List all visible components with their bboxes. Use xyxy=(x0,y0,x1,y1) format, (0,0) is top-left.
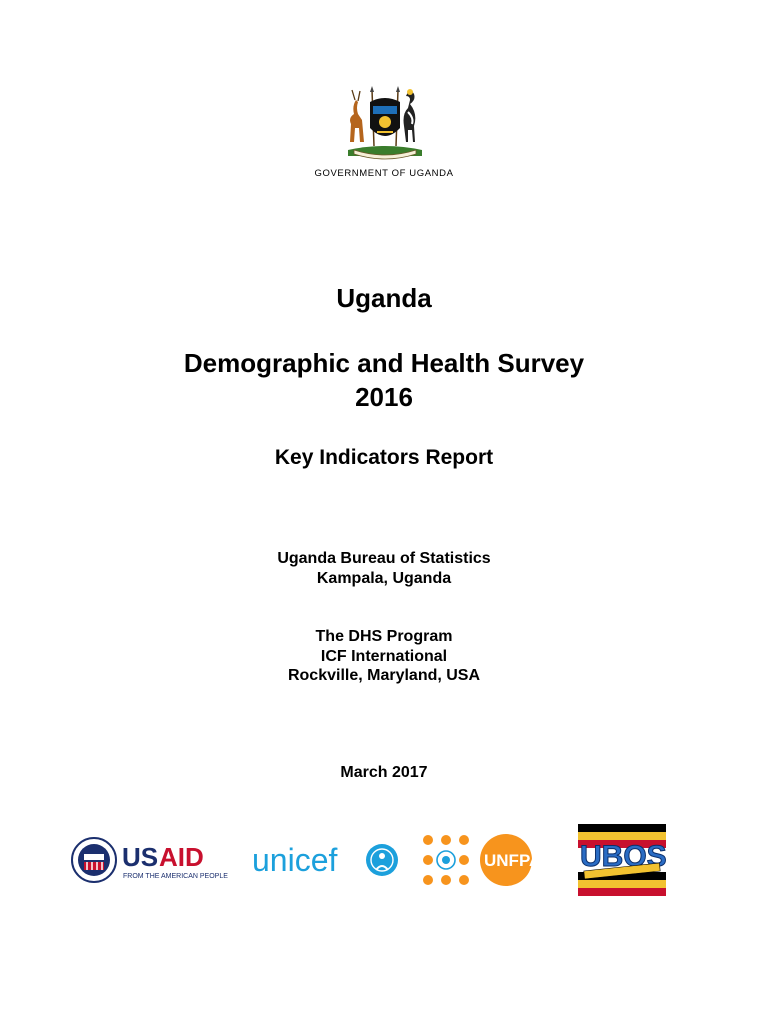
report-subtitle: Key Indicators Report xyxy=(274,446,494,469)
svg-text:US: US xyxy=(122,842,158,872)
publisher-ubos-block: Uganda Bureau of Statistics Kampala, Uga… xyxy=(0,549,768,588)
publication-date: March 2017 xyxy=(340,764,428,781)
svg-text:FROM THE AMERICAN PEOPLE: FROM THE AMERICAN PEOPLE xyxy=(123,873,228,880)
publisher-line: Uganda Bureau of Statistics xyxy=(277,550,491,567)
report-title-line-1: Demographic and Health Survey xyxy=(183,348,585,378)
unfpa-logo: UNFPA xyxy=(423,834,540,886)
report-title-year: 2016 xyxy=(355,382,413,412)
publisher-line: ICF International xyxy=(320,647,448,665)
svg-text:unicef: unicef xyxy=(252,842,338,878)
publisher-dhs-block: The DHS Program ICF International Rockvi… xyxy=(0,627,768,686)
ubos-logo: UBOS xyxy=(578,824,667,896)
usaid-logo: US AID FROM THE AMERICAN PEOPLE xyxy=(71,837,228,883)
publisher-line: Kampala, Uganda xyxy=(316,569,452,587)
svg-text:UNFPA: UNFPA xyxy=(484,851,540,870)
unicef-logo: unicef xyxy=(252,842,398,878)
publisher-line: The DHS Program xyxy=(315,628,453,645)
partner-logos: US AID FROM THE AMERICAN PEOPLE unicef U… xyxy=(0,820,768,900)
publisher-line: Rockville, Maryland, USA xyxy=(287,667,481,684)
government-label: GOVERNMENT OF UGANDA xyxy=(314,168,454,179)
report-country: Uganda xyxy=(336,283,432,313)
svg-text:AID: AID xyxy=(159,842,204,872)
uganda-coat-of-arms-icon xyxy=(348,86,422,160)
